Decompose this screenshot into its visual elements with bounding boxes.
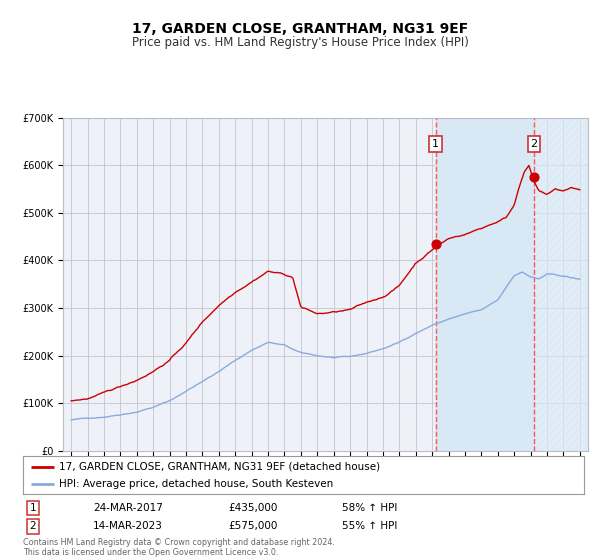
Text: HPI: Average price, detached house, South Kesteven: HPI: Average price, detached house, Sout… (59, 479, 334, 489)
Text: 1: 1 (432, 139, 439, 150)
Text: 2: 2 (29, 521, 37, 531)
Text: 17, GARDEN CLOSE, GRANTHAM, NG31 9EF (detached house): 17, GARDEN CLOSE, GRANTHAM, NG31 9EF (de… (59, 461, 380, 472)
Text: 17, GARDEN CLOSE, GRANTHAM, NG31 9EF: 17, GARDEN CLOSE, GRANTHAM, NG31 9EF (132, 22, 468, 36)
Text: Contains HM Land Registry data © Crown copyright and database right 2024.
This d: Contains HM Land Registry data © Crown c… (23, 538, 335, 557)
Text: 55% ↑ HPI: 55% ↑ HPI (342, 521, 397, 531)
Bar (534, 118, 588, 451)
Text: Price paid vs. HM Land Registry's House Price Index (HPI): Price paid vs. HM Land Registry's House … (131, 36, 469, 49)
Point (529, 172, 539, 181)
Text: 14-MAR-2023: 14-MAR-2023 (93, 521, 163, 531)
Bar (436, 118, 534, 451)
Text: £435,000: £435,000 (228, 503, 277, 513)
Text: 1: 1 (29, 503, 37, 513)
Text: 24-MAR-2017: 24-MAR-2017 (93, 503, 163, 513)
Text: 58% ↑ HPI: 58% ↑ HPI (342, 503, 397, 513)
Text: 2: 2 (530, 139, 538, 150)
Text: £575,000: £575,000 (228, 521, 277, 531)
Point (431, 239, 440, 248)
